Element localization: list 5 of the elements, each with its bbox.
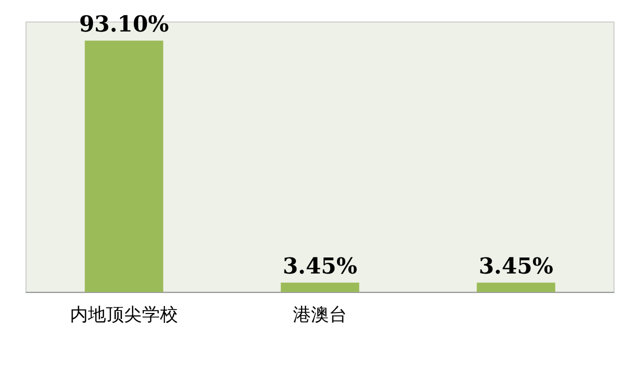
data-label: 3.45% <box>282 254 358 280</box>
data-label: 93.10% <box>79 12 169 38</box>
x-tick-label: 内地顶尖学校 <box>70 304 178 326</box>
x-tick-label: 港澳台 <box>293 304 347 326</box>
data-label: 3.45% <box>478 254 554 280</box>
